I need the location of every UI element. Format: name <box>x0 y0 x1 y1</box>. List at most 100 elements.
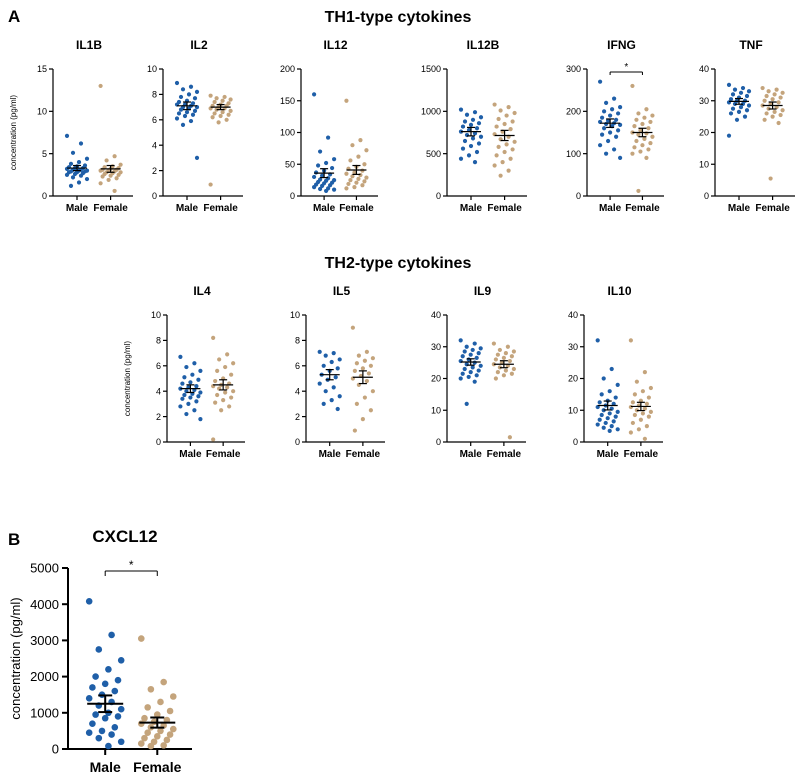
data-point-male <box>174 116 180 121</box>
data-point-male <box>312 92 317 97</box>
data-point-male <box>192 96 198 101</box>
data-point-female <box>147 742 155 750</box>
data-point-female <box>106 177 111 183</box>
data-point-male <box>464 132 470 138</box>
data-point-male <box>476 368 481 373</box>
data-point-male <box>472 379 477 384</box>
data-point-male <box>468 122 474 127</box>
data-point-male <box>464 344 469 349</box>
data-point-female <box>212 111 217 116</box>
data-point-female <box>632 124 637 129</box>
data-point-male <box>472 160 478 165</box>
data-point-male <box>180 122 186 127</box>
data-point-female <box>364 349 369 354</box>
data-point-female <box>495 370 500 375</box>
data-point-female <box>231 361 236 366</box>
y-tick-label: 30 <box>568 342 578 352</box>
data-point-female <box>506 105 511 110</box>
data-point-female <box>508 127 513 132</box>
data-point-male <box>472 110 478 115</box>
significance-marker: * <box>129 558 134 572</box>
data-point-female <box>344 171 349 176</box>
chart-il2: IL2 0 2 4 6 8 10 Male Female <box>147 38 243 214</box>
data-point-male <box>68 161 74 166</box>
data-point-female <box>512 110 517 116</box>
data-point-male <box>333 375 338 380</box>
data-point-female <box>650 113 655 118</box>
data-point-female <box>648 119 653 125</box>
data-point-male <box>604 121 609 127</box>
data-point-male <box>329 359 334 365</box>
data-point-female <box>648 385 653 391</box>
data-point-female <box>648 409 653 414</box>
data-point-male <box>462 138 468 144</box>
y-tick-label: 10 <box>568 405 578 415</box>
data-point-female <box>364 148 369 153</box>
data-point-male <box>318 149 323 154</box>
data-point-female <box>636 188 641 194</box>
panel-b-label: B <box>8 530 20 549</box>
data-point-female <box>762 117 767 122</box>
data-point-female <box>628 430 633 435</box>
data-point-male <box>320 183 325 188</box>
chart-title: IL5 <box>333 284 351 298</box>
data-point-female <box>368 363 373 368</box>
data-point-male <box>601 425 606 430</box>
data-point-male <box>111 687 119 695</box>
data-point-female <box>636 111 641 116</box>
data-point-female <box>360 183 365 188</box>
y-tick-label: 10 <box>147 64 157 74</box>
data-point-male <box>478 363 483 368</box>
y-tick-label: 20 <box>568 374 578 384</box>
data-point-male <box>332 187 337 192</box>
data-point-male <box>609 366 614 372</box>
y-tick-label: 300 <box>566 64 581 74</box>
data-point-male <box>470 136 476 141</box>
y-tick-label: 3000 <box>30 633 59 648</box>
data-point-female <box>356 353 361 358</box>
data-point-female <box>360 417 365 422</box>
data-point-male <box>192 408 197 413</box>
data-point-male <box>117 657 125 664</box>
data-point-female <box>364 175 369 180</box>
data-point-male <box>464 112 470 117</box>
x-tick-label: Male <box>460 203 483 214</box>
data-point-female <box>764 93 769 99</box>
data-point-female <box>638 128 643 133</box>
data-point-female <box>227 404 232 409</box>
y-tick-label: 0 <box>152 191 157 201</box>
data-point-female <box>224 117 229 122</box>
data-point-male <box>472 341 477 346</box>
data-point-male <box>732 87 738 92</box>
data-point-male <box>188 395 193 400</box>
data-point-male <box>478 115 484 120</box>
data-point-male <box>101 714 109 722</box>
data-point-male <box>188 380 193 385</box>
chart-il1b: IL1B 0 5 10 15 Male Female concentration (pg/ml… <box>9 38 133 214</box>
data-point-female <box>632 145 637 150</box>
data-point-male <box>607 389 612 394</box>
y-tick-label: 0 <box>290 191 295 201</box>
data-point-male <box>600 115 605 120</box>
data-point-female <box>350 325 355 330</box>
data-point-male <box>600 132 605 137</box>
data-point-male <box>603 420 608 426</box>
data-point-male <box>470 117 476 122</box>
data-point-male <box>188 84 194 89</box>
data-point-female <box>226 112 231 117</box>
data-point-male <box>64 172 70 177</box>
data-point-female <box>640 121 645 127</box>
data-point-female <box>231 389 236 394</box>
data-point-female <box>511 349 516 354</box>
data-point-male <box>105 742 112 750</box>
data-point-female <box>628 404 633 410</box>
data-point-female <box>493 376 498 381</box>
data-point-female <box>137 720 145 727</box>
data-point-female <box>213 378 218 384</box>
data-point-male <box>92 711 99 718</box>
data-point-male <box>92 673 99 680</box>
data-point-male <box>85 729 93 737</box>
data-point-female <box>646 414 651 419</box>
data-point-female <box>348 178 353 183</box>
